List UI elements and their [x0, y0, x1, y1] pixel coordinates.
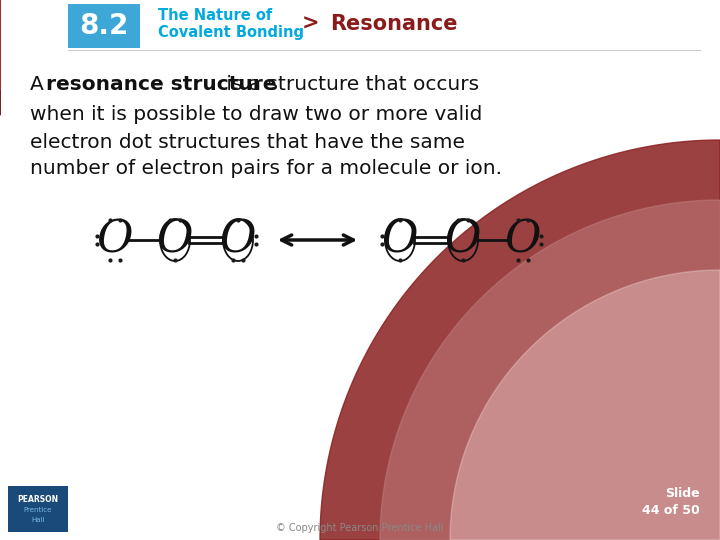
Text: O: O	[445, 218, 481, 261]
FancyBboxPatch shape	[8, 486, 68, 532]
Text: 8.2: 8.2	[79, 12, 129, 40]
Text: Slide
44 of 50: Slide 44 of 50	[642, 487, 700, 517]
Text: The Nature of: The Nature of	[158, 8, 272, 23]
Text: is a structure that occurs: is a structure that occurs	[220, 76, 479, 94]
FancyBboxPatch shape	[68, 4, 140, 48]
Polygon shape	[450, 270, 720, 540]
Text: A: A	[30, 76, 50, 94]
Text: Covalent Bonding: Covalent Bonding	[158, 25, 304, 40]
Text: PEARSON: PEARSON	[17, 496, 58, 504]
Text: when it is possible to draw two or more valid: when it is possible to draw two or more …	[30, 105, 482, 125]
Text: Prentice: Prentice	[24, 507, 52, 513]
Text: O: O	[382, 218, 418, 261]
Text: O: O	[157, 218, 193, 261]
Text: electron dot structures that have the same: electron dot structures that have the sa…	[30, 132, 465, 152]
Text: number of electron pairs for a molecule or ion.: number of electron pairs for a molecule …	[30, 159, 502, 179]
Text: resonance structure: resonance structure	[46, 76, 276, 94]
Text: © Copyright Pearson Prentice Hall: © Copyright Pearson Prentice Hall	[276, 523, 444, 533]
Text: O: O	[96, 218, 133, 261]
Text: Resonance: Resonance	[330, 14, 457, 34]
Text: O: O	[220, 218, 256, 261]
Polygon shape	[320, 140, 720, 540]
Text: Hall: Hall	[31, 517, 45, 523]
Text: >: >	[301, 14, 319, 34]
Text: O: O	[505, 218, 541, 261]
Polygon shape	[380, 200, 720, 540]
